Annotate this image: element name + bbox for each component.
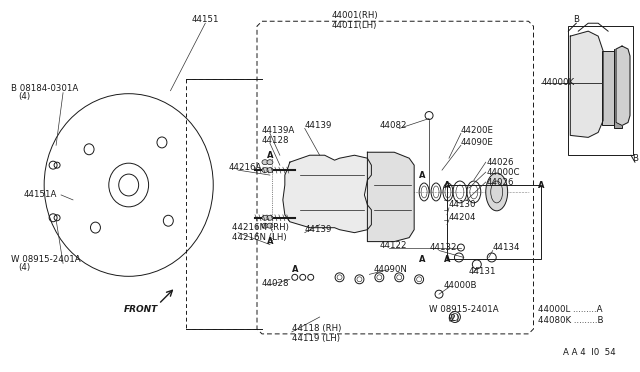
Text: 44000L .........A: 44000L .........A: [538, 305, 603, 314]
Text: FRONT: FRONT: [124, 305, 157, 314]
Text: 44151: 44151: [191, 15, 219, 24]
Text: 44131: 44131: [469, 267, 497, 276]
Text: 44118 (RH): 44118 (RH): [292, 324, 341, 333]
Text: 44130: 44130: [449, 201, 476, 209]
Polygon shape: [283, 155, 371, 232]
Text: 44119 (LH): 44119 (LH): [292, 334, 340, 343]
Text: 44139: 44139: [305, 121, 332, 130]
Text: 44128: 44128: [262, 136, 289, 145]
Text: A A 4  I0  54: A A 4 I0 54: [563, 348, 616, 357]
Text: 44082: 44082: [380, 121, 407, 130]
Text: 44134: 44134: [493, 243, 520, 252]
Bar: [614, 49, 622, 128]
Text: A: A: [267, 151, 273, 160]
Text: A: A: [292, 265, 298, 274]
Text: B: B: [632, 154, 638, 163]
Ellipse shape: [267, 223, 273, 228]
Text: 44090N: 44090N: [373, 265, 407, 274]
Text: 44216A: 44216A: [228, 163, 262, 171]
Text: 44216N (LH): 44216N (LH): [232, 233, 287, 242]
Text: 44200E: 44200E: [461, 126, 494, 135]
Text: 44000K: 44000K: [541, 78, 575, 87]
Text: A: A: [538, 180, 545, 189]
Ellipse shape: [262, 168, 268, 173]
Text: 44001(RH): 44001(RH): [331, 11, 378, 20]
Polygon shape: [367, 152, 414, 241]
Text: (2): (2): [447, 314, 459, 324]
Text: 44139A: 44139A: [262, 126, 295, 135]
Ellipse shape: [267, 215, 273, 220]
Text: 44000B: 44000B: [444, 281, 477, 290]
Ellipse shape: [267, 168, 273, 173]
Text: A: A: [419, 255, 426, 264]
Ellipse shape: [262, 223, 268, 228]
Ellipse shape: [262, 215, 268, 220]
Text: W 08915-2401A: W 08915-2401A: [12, 255, 81, 264]
Polygon shape: [616, 46, 630, 125]
Text: W: W: [449, 314, 454, 320]
Ellipse shape: [486, 173, 508, 211]
Text: 44139: 44139: [305, 225, 332, 234]
Ellipse shape: [262, 160, 268, 165]
Polygon shape: [570, 31, 603, 137]
Text: 44216M (RH): 44216M (RH): [232, 223, 289, 232]
Text: 44090E: 44090E: [461, 138, 494, 147]
Ellipse shape: [267, 160, 273, 165]
Text: B: B: [573, 15, 579, 24]
Text: 44028: 44028: [262, 279, 289, 288]
Text: 44026: 44026: [487, 177, 515, 186]
Text: 44011(LH): 44011(LH): [332, 21, 377, 30]
Text: 44122: 44122: [380, 241, 407, 250]
Bar: [602, 51, 614, 125]
Text: A: A: [444, 180, 450, 189]
Text: 44026: 44026: [487, 158, 515, 167]
Text: A: A: [267, 237, 273, 246]
Text: (4): (4): [19, 92, 31, 101]
Text: W 08915-2401A: W 08915-2401A: [429, 305, 499, 314]
Text: 44151A: 44151A: [23, 190, 57, 199]
Text: 44000C: 44000C: [487, 168, 520, 177]
Text: A: A: [419, 171, 426, 180]
Text: B 08184-0301A: B 08184-0301A: [12, 84, 79, 93]
Bar: [447, 185, 541, 259]
Text: 44132: 44132: [429, 243, 456, 252]
Text: (4): (4): [19, 263, 31, 272]
Text: A: A: [444, 255, 450, 264]
Text: 44204: 44204: [449, 213, 476, 222]
Text: 44080K .........B: 44080K .........B: [538, 317, 604, 326]
Bar: [568, 26, 633, 155]
